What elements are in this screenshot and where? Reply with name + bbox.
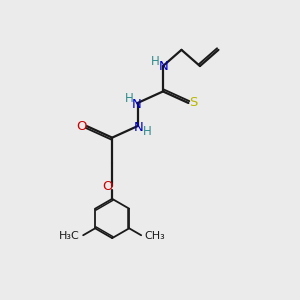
Text: H: H xyxy=(143,125,152,138)
Text: N: N xyxy=(131,98,141,111)
Text: O: O xyxy=(76,120,87,133)
Text: O: O xyxy=(102,180,112,193)
Text: H: H xyxy=(151,56,159,68)
Text: H₃C: H₃C xyxy=(59,231,80,241)
Text: N: N xyxy=(134,121,144,134)
Text: S: S xyxy=(189,97,198,110)
Text: H: H xyxy=(124,92,133,105)
Text: CH₃: CH₃ xyxy=(145,231,165,241)
Text: N: N xyxy=(159,59,169,73)
